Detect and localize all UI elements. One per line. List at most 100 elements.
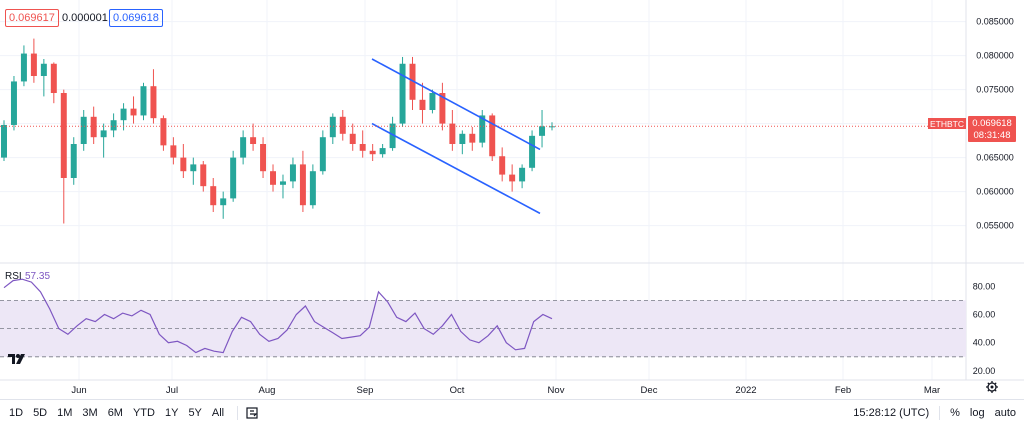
price-tick-label: 0.065000	[976, 153, 1014, 163]
candle-body	[220, 198, 227, 206]
chart-svg: 0.0550000.0600000.0650000.0700000.075000…	[0, 0, 1024, 396]
candle-body	[1, 124, 7, 158]
legend-close: 0.069618	[109, 9, 163, 27]
price-label: ETHBTC 0.069618 08:31:48	[928, 116, 1016, 142]
candle-body	[449, 123, 456, 144]
timeframe-list: 1D 5D 1M 3M 6M YTD 1Y 5Y All	[4, 407, 229, 419]
candle-body	[309, 171, 316, 206]
time-axis-label: Jul	[166, 385, 178, 396]
candle-body	[200, 164, 207, 187]
candle-body	[210, 186, 217, 206]
candle-body	[190, 164, 197, 172]
compare-icon[interactable]	[246, 406, 260, 420]
candle-body	[339, 116, 346, 134]
timeframe-1m[interactable]: 1M	[57, 406, 73, 419]
candle-body	[60, 93, 67, 178]
percent-toggle[interactable]: %	[950, 406, 960, 419]
candle-body	[429, 93, 436, 110]
candle-body	[549, 126, 555, 128]
candle-body	[120, 108, 127, 121]
time-axis-label: Nov	[548, 385, 565, 396]
price-tick-label: 0.055000	[976, 221, 1014, 231]
candle-body	[489, 115, 496, 157]
price-tick-label: 0.080000	[976, 51, 1014, 61]
candle-body	[130, 108, 137, 116]
candle-body	[389, 123, 396, 149]
candle-body	[459, 133, 466, 144]
rsi-tick-label: 20.00	[973, 366, 996, 376]
candle-body	[80, 116, 87, 144]
candle-body	[409, 63, 416, 100]
candle-body	[230, 157, 237, 199]
rsi-title[interactable]: RSI	[5, 271, 22, 282]
candle-body	[539, 126, 546, 136]
time-axis-label: 2022	[735, 385, 756, 396]
candle-body	[369, 150, 376, 155]
candle-body	[509, 174, 516, 182]
rsi-line	[3, 278, 553, 354]
candle-body	[519, 167, 526, 182]
price-tick-label: 0.075000	[976, 85, 1014, 95]
last-price-tag	[968, 116, 1016, 142]
candle-body	[299, 164, 306, 206]
time-axis-label: Feb	[835, 385, 851, 396]
candle-body	[110, 120, 117, 131]
time-axis-label: Mar	[924, 385, 940, 396]
divider	[237, 405, 239, 420]
candle-body	[289, 164, 296, 182]
legend-open: 0.069617	[5, 9, 59, 27]
candle-body	[90, 116, 97, 138]
candle-body	[319, 137, 326, 172]
timeframe-ytd[interactable]: YTD	[132, 406, 155, 419]
candle-body	[170, 145, 177, 158]
time-axis-label: Jun	[71, 385, 86, 396]
timeframe-6m[interactable]: 6M	[107, 406, 123, 419]
timeframe-all[interactable]: All	[211, 406, 225, 419]
time-axis[interactable]: Jun Jul Aug Sep Oct Nov Dec 2022 Feb Mar	[71, 385, 940, 396]
candle-body	[30, 53, 37, 76]
candle-body	[260, 144, 267, 172]
channel-lines	[371, 58, 541, 215]
candle-body	[160, 118, 167, 146]
rsi-value: 57.35	[25, 271, 50, 282]
timeframe-5y[interactable]: 5Y	[188, 406, 202, 419]
candle-body	[250, 137, 257, 144]
symbol-tag	[928, 118, 966, 129]
clock[interactable]: 15:28:12 (UTC)	[853, 406, 930, 419]
candle-body	[479, 115, 486, 143]
timeframe-1y[interactable]: 1Y	[164, 406, 179, 419]
timeframe-3m[interactable]: 3M	[82, 406, 98, 419]
candle-body	[399, 63, 406, 124]
candle-body	[279, 181, 286, 185]
bar-countdown: 08:31:48	[974, 130, 1011, 141]
auto-toggle[interactable]: auto	[994, 406, 1016, 419]
rsi-axis: 20.00 40.00 60.00 80.00	[973, 281, 996, 376]
bottom-right-controls: 15:28:12 (UTC) % log auto	[853, 405, 1016, 420]
price-tick-label: 0.060000	[976, 187, 1014, 197]
time-axis-label: Aug	[259, 385, 276, 396]
last-price-value: 0.069618	[972, 118, 1012, 129]
candle-body	[10, 81, 17, 125]
gear-icon[interactable]	[986, 381, 998, 393]
candles	[1, 38, 555, 224]
candle-body	[40, 63, 47, 76]
rsi-tick-label: 60.00	[973, 310, 996, 320]
candle-body	[240, 137, 247, 158]
candle-body	[419, 99, 426, 110]
time-axis-label: Dec	[641, 385, 658, 396]
log-toggle[interactable]: log	[969, 406, 985, 419]
timeframe-1d[interactable]: 1D	[9, 406, 24, 419]
time-axis-label: Oct	[450, 385, 465, 396]
candle-body	[499, 156, 506, 175]
timeframe-bar: 1D 5D 1M 3M 6M YTD 1Y 5Y All 15:28:12 (UTC) % lo…	[0, 399, 1024, 425]
candle-body	[50, 63, 57, 93]
symbol-label: ETHBTC	[930, 119, 964, 129]
candle-body	[100, 130, 107, 138]
timeframe-5d[interactable]: 5D	[33, 406, 48, 419]
candle-body	[379, 148, 386, 155]
time-axis-label: Sep	[357, 385, 374, 396]
legend-change: 0.000001	[62, 12, 108, 24]
tradingview-logo-icon[interactable]	[7, 352, 27, 366]
candle-body	[469, 133, 476, 143]
